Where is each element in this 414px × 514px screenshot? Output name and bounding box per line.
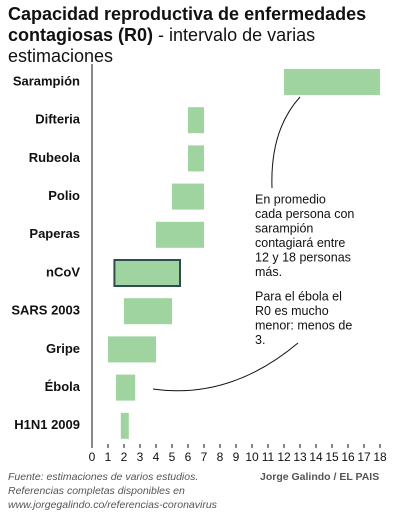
bar: [188, 145, 204, 172]
annotation: sarampión: [255, 221, 313, 235]
annotation: 12 y 18 personas: [255, 250, 351, 264]
chart-title: Capacidad reproductiva de enfermedades c…: [8, 4, 367, 45]
x-tick-label: 18: [373, 450, 387, 464]
bar: [108, 336, 156, 363]
annotation: menor: menos de: [255, 318, 352, 332]
x-tick-label: 6: [185, 450, 192, 464]
category-label: SARS 2003: [11, 303, 80, 318]
credit: Jorge Galindo / EL PAIS: [260, 471, 379, 483]
x-tick-label: 0: [89, 450, 96, 464]
x-tick-label: 16: [341, 450, 355, 464]
bar: [284, 69, 380, 95]
x-tick-label: 15: [325, 450, 339, 464]
x-tick-label: 1: [105, 450, 112, 464]
x-tick-label: 5: [169, 450, 176, 464]
x-tick-label: 4: [153, 450, 160, 464]
x-tick-label: 17: [357, 450, 371, 464]
annotation: Para el ébola el: [255, 289, 342, 303]
category-label: Polio: [48, 188, 80, 203]
annotation: R0 es mucho: [255, 304, 329, 318]
category-label: Sarampión: [13, 73, 80, 88]
bar: [113, 259, 181, 287]
connector: [152, 342, 299, 392]
x-tick-label: 8: [217, 450, 224, 464]
annotation: contagiará entre: [255, 236, 345, 250]
annotation: más.: [255, 265, 282, 279]
x-tick-label: 10: [245, 450, 259, 464]
bar: [156, 221, 204, 248]
x-tick-label: 13: [293, 450, 307, 464]
bar: [116, 374, 136, 401]
x-tick-label: 14: [309, 450, 323, 464]
category-label: Rubeola: [29, 150, 81, 165]
category-label: Ébola: [45, 379, 81, 394]
bar: [188, 107, 204, 134]
x-tick-label: 12: [277, 450, 291, 464]
bar: [124, 298, 172, 325]
chart-subtitle: - intervalo de varias estimaciones: [8, 25, 316, 66]
x-tick-label: 7: [201, 450, 208, 464]
header: Capacidad reproductiva de enfermedades c…: [8, 4, 408, 67]
bar: [172, 183, 204, 210]
category-label: nCoV: [46, 264, 80, 279]
x-tick-label: 2: [121, 450, 128, 464]
x-tick-label: 9: [233, 450, 240, 464]
category-label: Paperas: [29, 226, 80, 241]
category-label: H1N1 2009: [14, 417, 80, 432]
bar: [120, 412, 129, 439]
source: Fuente: estimaciones de varios estudios.: [8, 471, 198, 483]
source: www.jorgegalindo.co/referencias-coronavi…: [8, 499, 218, 511]
annotation: 3.: [255, 333, 265, 347]
x-tick-label: 11: [262, 450, 275, 464]
category-label: Gripe: [46, 341, 80, 356]
source: Referencias completas disponibles en: [8, 485, 185, 497]
annotation: cada persona con: [255, 207, 354, 221]
category-label: Difteria: [35, 112, 81, 127]
connector: [271, 96, 301, 189]
annotation: En promedio: [255, 192, 326, 206]
x-tick-label: 3: [137, 450, 144, 464]
